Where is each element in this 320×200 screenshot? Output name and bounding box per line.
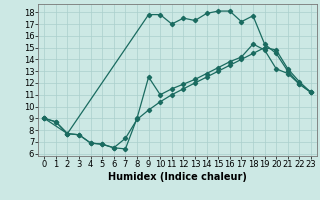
X-axis label: Humidex (Indice chaleur): Humidex (Indice chaleur): [108, 172, 247, 182]
